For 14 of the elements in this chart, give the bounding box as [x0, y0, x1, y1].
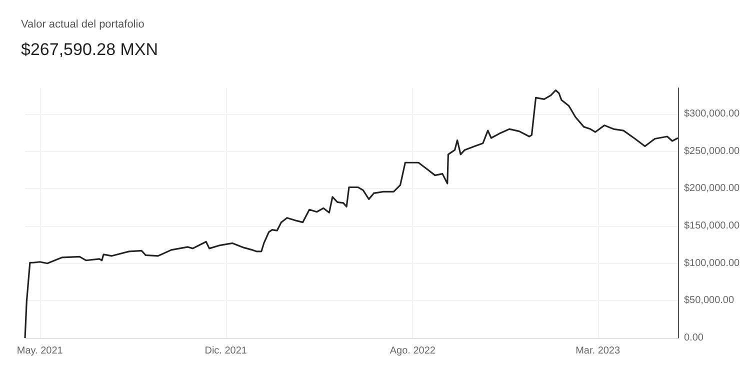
- y-tick-label: $200,000.00: [684, 183, 740, 194]
- x-tick-label: Ago. 2022: [390, 346, 436, 356]
- y-tick-label: 0.00: [684, 332, 704, 344]
- y-tick-label: $300,000.00: [684, 108, 740, 120]
- chart-subtitle: $267,590.28 MXN: [21, 40, 158, 59]
- x-tick-label: May. 2021: [16, 346, 64, 356]
- x-tick-label: Dic. 2021: [204, 346, 248, 356]
- y-tick-label: $100,000.00: [684, 258, 740, 269]
- line-series: [24, 89, 679, 339]
- y-tick-label: $150,000.00: [684, 220, 740, 232]
- chart-title: Valor actual del portafolio: [21, 18, 144, 30]
- y-tick-label: $50,000.00: [684, 295, 734, 306]
- y-tick-label: $250,000.00: [684, 146, 740, 157]
- x-tick-label: Mar. 2023: [576, 346, 620, 356]
